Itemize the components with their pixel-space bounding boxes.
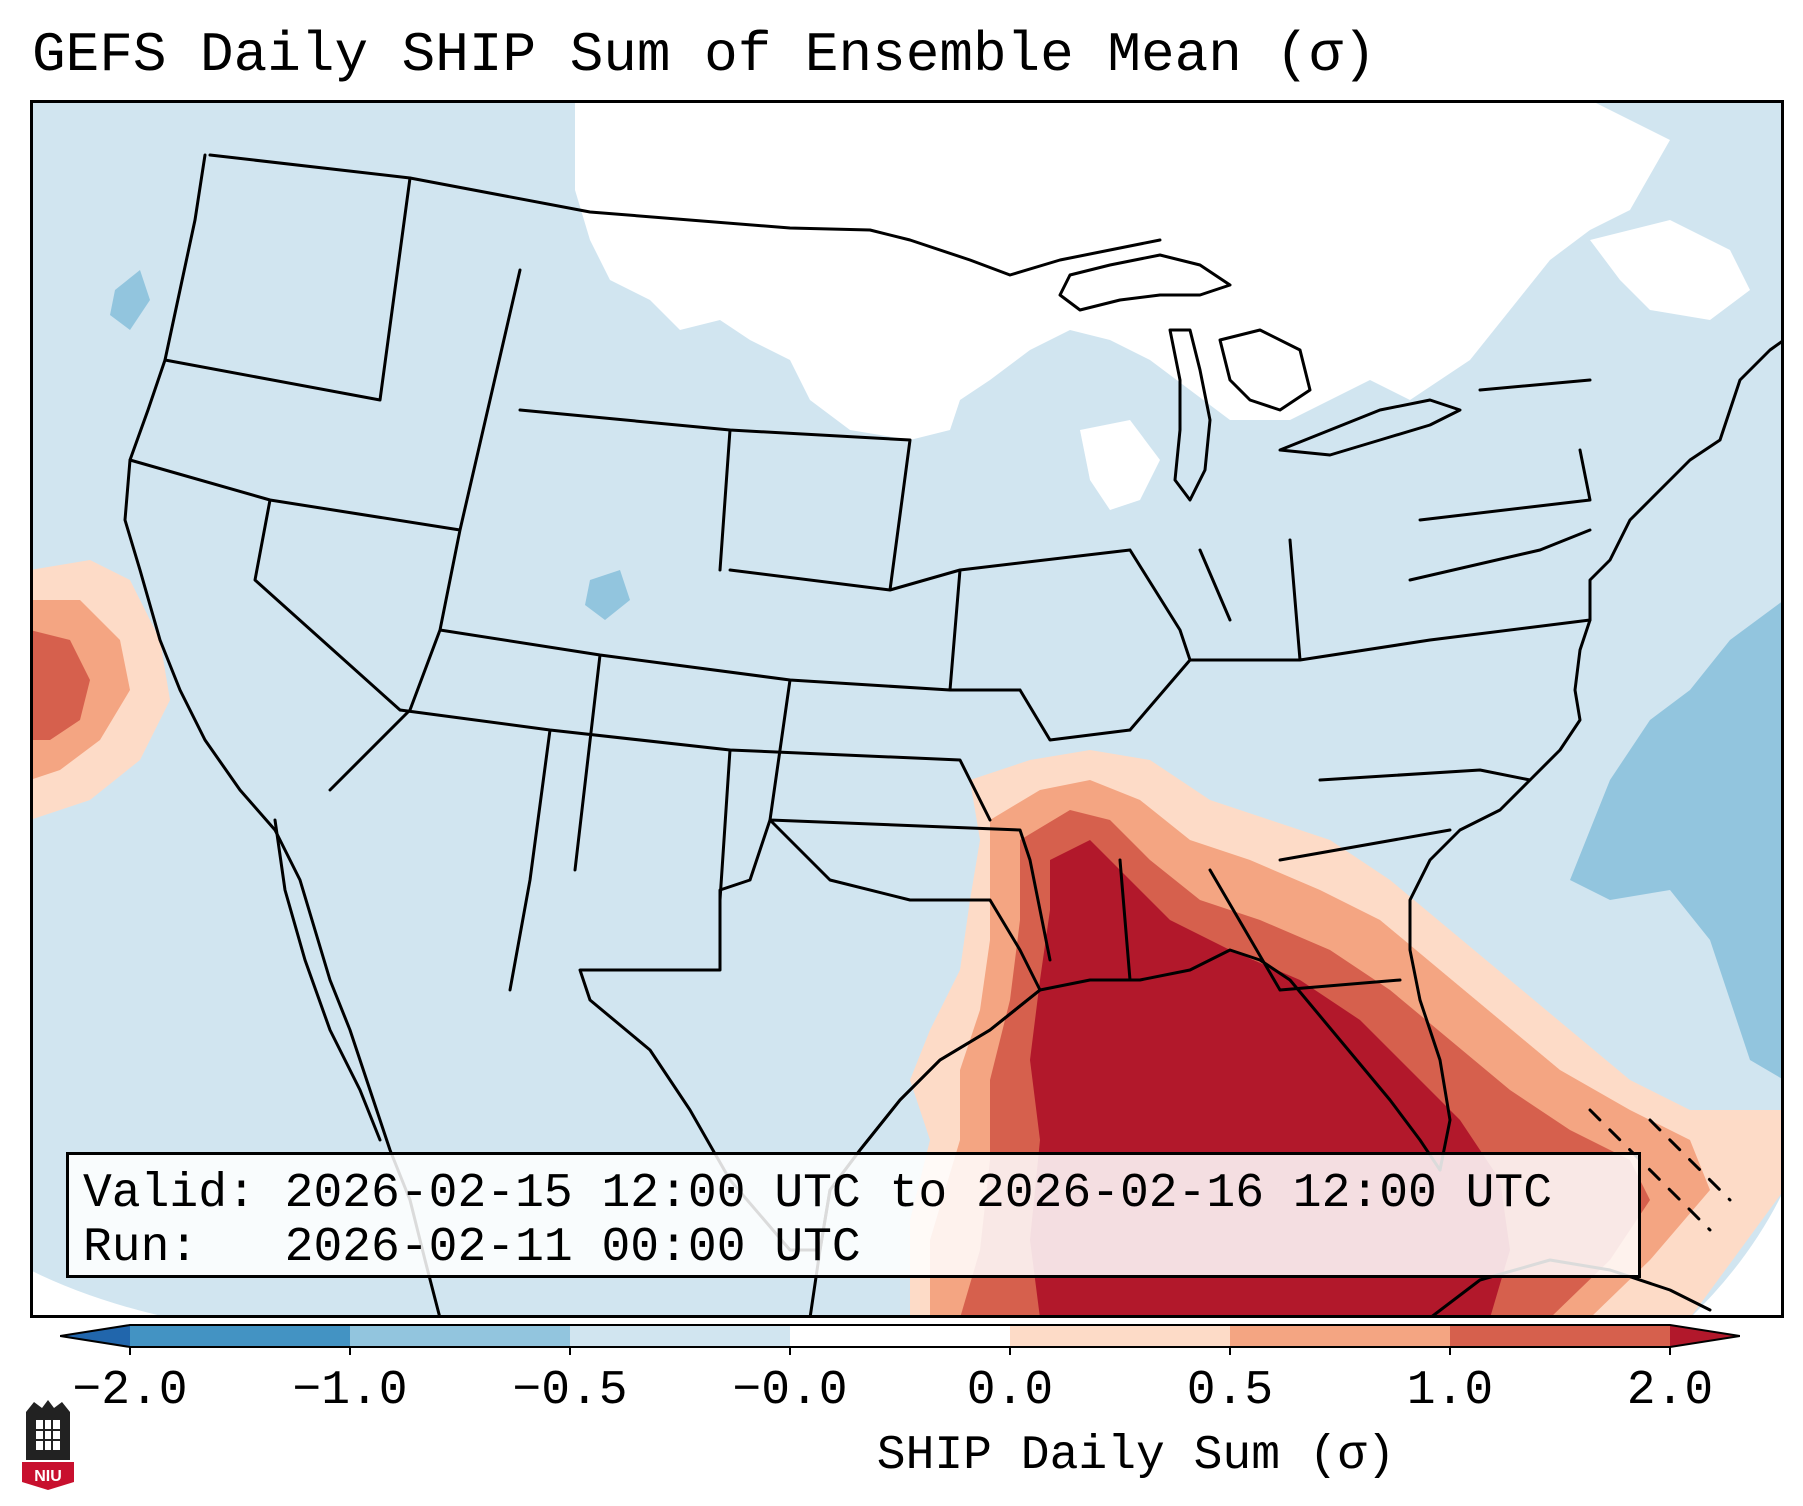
domain-edge-bottom-left bbox=[30, 1270, 170, 1318]
logo-window-grid bbox=[36, 1420, 60, 1450]
logo-text: NIU bbox=[34, 1468, 62, 1485]
light-negative-region-atlantic bbox=[1570, 600, 1784, 1080]
colorbar-over-extension bbox=[1670, 1325, 1740, 1347]
colorbar-tick-label: −2.0 bbox=[72, 1364, 188, 1418]
logo-windows bbox=[36, 1420, 60, 1450]
colorbar-bin bbox=[1230, 1325, 1451, 1347]
atlantic-coast bbox=[1408, 338, 1784, 1172]
map-frame bbox=[30, 100, 1784, 1318]
valid-time-box: Valid: 2026-02-15 12:00 UTC to 2026-02-1… bbox=[66, 1152, 1641, 1278]
us-canada-border bbox=[208, 153, 1162, 277]
colorbar-tick-label: 0.5 bbox=[1186, 1364, 1274, 1418]
light-negative-region-co bbox=[585, 570, 630, 620]
baja-coast bbox=[273, 818, 382, 1142]
colorbar-bin bbox=[1450, 1325, 1671, 1347]
colorbar-tick-label: 2.0 bbox=[1626, 1364, 1714, 1418]
colorbar-under-extension bbox=[60, 1325, 130, 1347]
domain-edge-bottom-right bbox=[1690, 1190, 1784, 1318]
pacific-coast bbox=[123, 153, 442, 1318]
lake-michigan bbox=[1168, 328, 1212, 502]
neutral-region-north bbox=[575, 100, 1670, 440]
niu-logo: NIU bbox=[22, 1400, 74, 1490]
colorbar-bin bbox=[130, 1325, 351, 1347]
colorbar-tick-label: −1.0 bbox=[292, 1364, 408, 1418]
colorbar-bin bbox=[350, 1325, 571, 1347]
colorbar-tick-label: −0.0 bbox=[732, 1364, 848, 1418]
colorbar-bin bbox=[790, 1325, 1011, 1347]
bahamas-islands bbox=[1588, 1108, 1732, 1232]
colorbar bbox=[60, 1324, 1740, 1355]
colorbar-label: SHIP Daily Sum (σ) bbox=[876, 1429, 1396, 1483]
run-line: Run: 2026-02-11 00:00 UTC bbox=[83, 1221, 861, 1275]
state-lines bbox=[128, 176, 1592, 992]
neutral-region-ne bbox=[1590, 220, 1750, 320]
map-canvas bbox=[30, 100, 1784, 1318]
colorbar-tick-label: −0.5 bbox=[512, 1364, 628, 1418]
map-panel: Valid: 2026-02-15 12:00 UTC to 2026-02-1… bbox=[30, 100, 1784, 1318]
chart-title: GEFS Daily SHIP Sum of Ensemble Mean (σ) bbox=[32, 23, 1377, 87]
logo-shield bbox=[22, 1462, 74, 1490]
neutral-region-mi bbox=[1080, 420, 1160, 510]
colorbar-tick-label: 0.0 bbox=[966, 1364, 1054, 1418]
valid-line: Valid: 2026-02-15 12:00 UTC to 2026-02-1… bbox=[83, 1167, 1553, 1221]
colorbar-tick-label: 1.0 bbox=[1406, 1364, 1494, 1418]
lake-superior bbox=[1058, 253, 1232, 312]
texas-outline bbox=[578, 818, 1042, 1252]
lake-erie-ontario bbox=[1278, 398, 1462, 457]
colorbar-bin bbox=[1010, 1325, 1231, 1347]
positive-region-pacific-high bbox=[30, 630, 90, 740]
colorbar-bin bbox=[570, 1325, 791, 1347]
lake-huron bbox=[1218, 328, 1312, 412]
light-negative-region-nw bbox=[110, 270, 150, 330]
